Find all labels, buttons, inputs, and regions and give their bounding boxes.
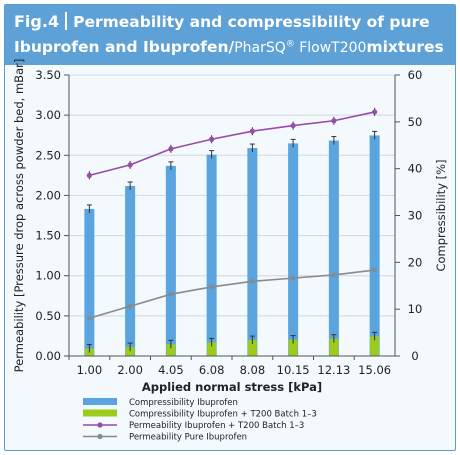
y-tick-label: 1.00 xyxy=(35,269,61,283)
y2-tick-label: 50 xyxy=(408,115,423,129)
chart-svg: 0.00 0.50 1.00 1.50 2.00 2.50 3.00 3.50 0 10 20 30 4… xyxy=(12,59,448,443)
data-point xyxy=(331,118,337,124)
bar xyxy=(165,165,176,356)
x-tick-label: 8.08 xyxy=(240,363,266,377)
y-tick-label: 1.50 xyxy=(35,229,61,243)
x-tick-label: 1.00 xyxy=(77,363,103,377)
legend-swatch xyxy=(83,409,117,417)
data-point xyxy=(209,136,215,142)
data-point xyxy=(87,315,92,321)
bar xyxy=(288,339,298,356)
data-point xyxy=(372,109,378,115)
y-tick-label: 0.50 xyxy=(35,309,61,323)
legend-label: Permeability Ibuprofen + T200 Batch 1–3 xyxy=(129,421,304,431)
registered-mark: ® xyxy=(285,39,295,50)
y-axis-title: Permeability [Pressure drop across powde… xyxy=(12,59,26,373)
x-tick-label: 10.15 xyxy=(277,363,310,377)
legend-label: Compressibility Ibuprofen + T200 Batch 1… xyxy=(129,410,317,420)
brand-name: PharSQ xyxy=(234,40,286,56)
x-axis-title: Applied normal stress [kPa] xyxy=(142,380,322,394)
data-point xyxy=(250,279,255,284)
title-text-2a: Ibuprofen and Ibuprofen/ xyxy=(14,38,235,56)
data-point xyxy=(290,122,296,129)
figure-title-line2: Ibuprofen and Ibuprofen/PharSQ® FlowT200… xyxy=(14,38,444,56)
bar xyxy=(329,338,339,356)
bar xyxy=(125,185,136,356)
bar xyxy=(328,140,339,356)
series-line xyxy=(89,111,375,177)
bar xyxy=(247,340,257,356)
bar xyxy=(84,208,95,356)
y2-tick-label: 30 xyxy=(408,209,423,223)
x-tick-label: 4.05 xyxy=(158,363,184,377)
legend-label: Permeability Pure Ibuprofen xyxy=(129,433,247,443)
y2-tick-label: 60 xyxy=(408,68,423,82)
series-line xyxy=(89,269,375,320)
legend-marker xyxy=(97,433,103,440)
data-point xyxy=(168,291,174,297)
y-tick-label: 0.00 xyxy=(35,349,61,363)
data-point xyxy=(127,303,133,309)
data-point xyxy=(372,267,377,273)
legend-swatch xyxy=(83,398,117,405)
data-point xyxy=(331,272,337,278)
bar xyxy=(370,336,380,356)
brand-product: FlowT200 xyxy=(294,40,367,56)
x-tick-label: 15.06 xyxy=(358,363,391,377)
data-point xyxy=(86,172,92,178)
y2-tick-label: 20 xyxy=(408,255,423,269)
y2-tick-label: 0 xyxy=(411,349,418,363)
data-point xyxy=(290,275,296,281)
x-tick-label: 12.13 xyxy=(317,363,350,377)
x-tick-label: 2.00 xyxy=(117,363,143,377)
bar xyxy=(247,148,258,356)
figure-label: Fig.4 xyxy=(14,12,60,31)
y2-axis-title: Compressibility [%] xyxy=(434,159,448,271)
y-tick-label: 3.50 xyxy=(35,68,61,82)
data-point xyxy=(168,146,174,152)
bar xyxy=(288,143,299,356)
bar xyxy=(207,342,217,356)
title-brand: PharSQ® FlowT200 xyxy=(234,39,367,56)
title-separator xyxy=(65,12,68,30)
plot-area xyxy=(69,75,395,356)
data-point xyxy=(249,128,255,134)
bar xyxy=(166,344,176,356)
bar xyxy=(206,154,217,356)
y-tick-label: 2.00 xyxy=(35,188,61,202)
bar xyxy=(369,135,380,356)
title-text-1: Permeability and compressibility of pure xyxy=(73,13,430,31)
bar xyxy=(125,347,135,356)
y2-tick-label: 10 xyxy=(408,302,423,316)
legend-marker xyxy=(97,422,103,428)
y-tick-label: 3.00 xyxy=(35,108,61,122)
x-tick-label: 6.08 xyxy=(199,363,225,377)
y-tick-label: 2.50 xyxy=(35,148,61,162)
figure-frame: Fig.4 Permeability and compressibility of… xyxy=(4,4,456,451)
data-point xyxy=(209,284,214,290)
y2-tick-label: 40 xyxy=(408,162,423,176)
figure-header: Fig.4 Permeability and compressibility of… xyxy=(5,5,455,65)
legend-label: Compressibility Ibuprofen xyxy=(129,398,238,408)
title-text-2c: mixtures xyxy=(366,38,444,56)
figure-title-line1: Fig.4 Permeability and compressibility of… xyxy=(14,12,430,31)
data-point xyxy=(127,162,133,168)
